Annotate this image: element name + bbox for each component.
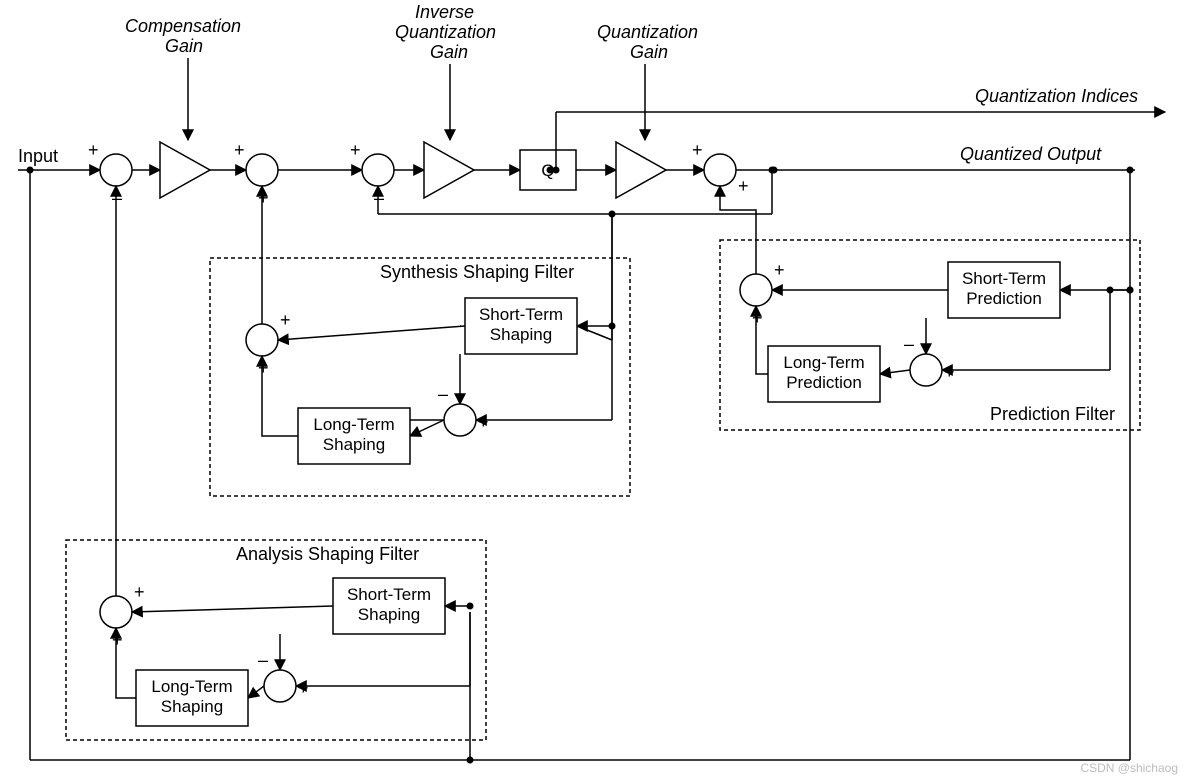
svg-text:–: – bbox=[374, 188, 384, 208]
svg-text:+: + bbox=[298, 678, 309, 698]
svg-text:Prediction Filter: Prediction Filter bbox=[990, 404, 1115, 424]
svg-text:Long-Term: Long-Term bbox=[151, 677, 232, 696]
svg-text:+: + bbox=[258, 188, 269, 208]
svg-text:–: – bbox=[112, 188, 122, 208]
svg-text:Short-Term: Short-Term bbox=[347, 585, 431, 604]
svg-text:+: + bbox=[258, 358, 269, 378]
svg-text:+: + bbox=[350, 140, 361, 160]
svg-text:+: + bbox=[478, 412, 489, 432]
svg-text:+: + bbox=[234, 140, 245, 160]
svg-text:+: + bbox=[752, 308, 763, 328]
svg-text:+: + bbox=[112, 630, 123, 650]
svg-text:Quantized Output: Quantized Output bbox=[960, 144, 1102, 164]
svg-text:Prediction: Prediction bbox=[786, 373, 862, 392]
svg-text:Quantization: Quantization bbox=[597, 22, 698, 42]
svg-text:+: + bbox=[134, 582, 145, 602]
svg-text:+: + bbox=[944, 362, 955, 382]
svg-text:–: – bbox=[438, 384, 448, 404]
svg-text:Analysis Shaping Filter: Analysis Shaping Filter bbox=[236, 544, 419, 564]
svg-text:Quantization Indices: Quantization Indices bbox=[975, 86, 1138, 106]
svg-text:Synthesis Shaping Filter: Synthesis Shaping Filter bbox=[380, 262, 574, 282]
svg-text:+: + bbox=[280, 310, 291, 330]
svg-text:Gain: Gain bbox=[630, 42, 668, 62]
svg-text:Shaping: Shaping bbox=[323, 435, 385, 454]
svg-text:Long-Term: Long-Term bbox=[313, 415, 394, 434]
svg-text:Gain: Gain bbox=[430, 42, 468, 62]
svg-text:Prediction: Prediction bbox=[966, 289, 1042, 308]
svg-text:Quantization: Quantization bbox=[395, 22, 496, 42]
svg-text:Gain: Gain bbox=[165, 36, 203, 56]
svg-text:Short-Term: Short-Term bbox=[962, 269, 1046, 288]
svg-text:+: + bbox=[738, 176, 749, 196]
svg-text:CSDN @shichaog: CSDN @shichaog bbox=[1080, 761, 1178, 775]
svg-text:+: + bbox=[88, 140, 99, 160]
svg-text:Shaping: Shaping bbox=[490, 325, 552, 344]
svg-text:Long-Term: Long-Term bbox=[783, 353, 864, 372]
svg-text:Compensation: Compensation bbox=[125, 16, 241, 36]
svg-text:Shaping: Shaping bbox=[358, 605, 420, 624]
svg-text:–: – bbox=[904, 334, 914, 354]
svg-text:–: – bbox=[258, 650, 268, 670]
svg-text:Shaping: Shaping bbox=[161, 697, 223, 716]
svg-text:Short-Term: Short-Term bbox=[479, 305, 563, 324]
svg-text:Input: Input bbox=[18, 146, 58, 166]
svg-text:+: + bbox=[774, 260, 785, 280]
svg-text:Inverse: Inverse bbox=[415, 2, 474, 22]
svg-text:+: + bbox=[692, 140, 703, 160]
